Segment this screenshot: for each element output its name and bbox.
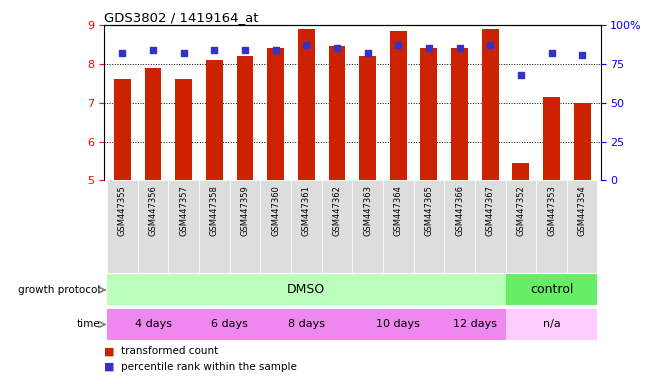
Bar <box>536 180 567 273</box>
Point <box>454 45 465 51</box>
Text: GSM447354: GSM447354 <box>578 185 586 236</box>
Text: GSM447359: GSM447359 <box>240 185 250 236</box>
Bar <box>482 29 499 180</box>
Bar <box>321 180 352 273</box>
Point <box>331 45 342 51</box>
Text: GSM447355: GSM447355 <box>118 185 127 236</box>
Bar <box>390 31 407 180</box>
Bar <box>329 46 346 180</box>
Bar <box>513 163 529 180</box>
Bar <box>352 180 383 273</box>
Point <box>148 47 158 53</box>
Bar <box>298 29 315 180</box>
Point <box>577 51 588 58</box>
Bar <box>168 180 199 273</box>
Bar <box>444 309 505 340</box>
Text: GSM447357: GSM447357 <box>179 185 188 236</box>
Bar <box>505 309 597 340</box>
Text: GSM447356: GSM447356 <box>148 185 158 236</box>
Bar <box>138 180 168 273</box>
Text: GSM447361: GSM447361 <box>302 185 311 236</box>
Point <box>240 47 250 53</box>
Bar <box>475 180 505 273</box>
Text: 8 days: 8 days <box>288 319 325 329</box>
Text: GSM447363: GSM447363 <box>363 185 372 236</box>
Text: GSM447362: GSM447362 <box>332 185 342 236</box>
Bar <box>260 180 291 273</box>
Text: DMSO: DMSO <box>287 283 325 296</box>
Text: GSM447353: GSM447353 <box>547 185 556 236</box>
Point <box>362 50 373 56</box>
Bar <box>107 180 138 273</box>
Bar <box>421 48 437 180</box>
Point <box>301 42 311 48</box>
Bar <box>291 180 321 273</box>
Text: time: time <box>77 319 101 329</box>
Text: ■: ■ <box>104 362 115 372</box>
Bar <box>574 103 590 180</box>
Bar <box>107 309 199 340</box>
Bar <box>199 309 260 340</box>
Text: control: control <box>530 283 573 296</box>
Bar <box>175 79 192 180</box>
Bar <box>237 56 254 180</box>
Text: GSM447352: GSM447352 <box>517 185 525 236</box>
Text: GSM447360: GSM447360 <box>271 185 280 236</box>
Point <box>546 50 557 56</box>
Bar <box>359 56 376 180</box>
Bar <box>199 180 229 273</box>
Bar <box>145 68 162 180</box>
Point <box>270 47 281 53</box>
Bar <box>451 48 468 180</box>
Point <box>423 45 434 51</box>
Text: 6 days: 6 days <box>211 319 248 329</box>
Bar <box>267 48 284 180</box>
Text: GSM447366: GSM447366 <box>455 185 464 236</box>
Text: transformed count: transformed count <box>121 346 218 356</box>
Point <box>209 47 219 53</box>
Text: GDS3802 / 1419164_at: GDS3802 / 1419164_at <box>104 11 258 24</box>
Bar <box>260 309 352 340</box>
Bar <box>352 309 444 340</box>
Text: GSM447365: GSM447365 <box>424 185 433 236</box>
Text: 12 days: 12 days <box>453 319 497 329</box>
Text: ■: ■ <box>104 346 115 356</box>
Point <box>485 42 496 48</box>
Text: 4 days: 4 days <box>135 319 172 329</box>
Bar <box>206 60 223 180</box>
Text: growth protocol: growth protocol <box>18 285 101 295</box>
Text: n/a: n/a <box>543 319 560 329</box>
Bar <box>107 274 505 306</box>
Text: GSM447358: GSM447358 <box>210 185 219 236</box>
Text: GSM447364: GSM447364 <box>394 185 403 236</box>
Bar <box>444 180 475 273</box>
Bar <box>114 79 131 180</box>
Text: percentile rank within the sample: percentile rank within the sample <box>121 362 297 372</box>
Bar <box>567 180 597 273</box>
Point <box>515 72 526 78</box>
Bar <box>505 274 597 306</box>
Point <box>178 50 189 56</box>
Bar <box>505 180 536 273</box>
Text: GSM447367: GSM447367 <box>486 185 495 236</box>
Point <box>117 50 127 56</box>
Bar <box>383 180 413 273</box>
Text: 10 days: 10 days <box>376 319 420 329</box>
Bar <box>413 180 444 273</box>
Point <box>393 42 404 48</box>
Bar <box>543 97 560 180</box>
Bar <box>229 180 260 273</box>
